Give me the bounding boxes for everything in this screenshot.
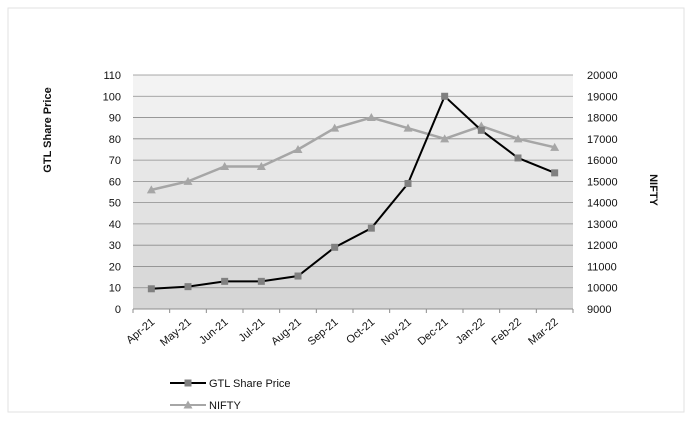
background-band (133, 245, 573, 267)
data-point (256, 161, 266, 170)
legend-label: NIFTY (209, 400, 241, 412)
left-tick-label: 80 (109, 134, 121, 146)
left-tick-label: 110 (103, 70, 121, 82)
data-point (477, 126, 485, 134)
data-point (366, 113, 376, 122)
background-band (133, 181, 573, 203)
background-band (133, 202, 573, 224)
data-point (220, 161, 230, 170)
left-tick-label: 50 (109, 198, 121, 210)
background-band (133, 75, 573, 97)
data-point (146, 185, 156, 194)
data-point (184, 283, 192, 291)
right-tick-label: 15000 (587, 176, 618, 188)
data-point (404, 179, 412, 187)
left-tick-label: 100 (103, 91, 121, 103)
left-tick-label: 60 (109, 176, 121, 188)
background-band (133, 223, 573, 246)
background-band (133, 96, 573, 118)
legend: GTL Share Price NIFTY (170, 378, 291, 412)
series-group (146, 92, 560, 293)
data-point (293, 144, 303, 153)
left-tick-label: 20 (109, 261, 121, 273)
data-point (294, 272, 302, 280)
data-point (403, 123, 413, 132)
right-tick-label: 11000 (587, 261, 617, 273)
data-point (513, 134, 523, 143)
legend-marker (184, 379, 192, 387)
data-point (550, 142, 560, 151)
right-tick-label: 19000 (587, 91, 618, 103)
data-point (183, 176, 193, 185)
background-band (133, 266, 573, 288)
data-point (331, 243, 339, 251)
left-axis-ticks: 0 10 20 30 40 50 60 70 80 90 100 110 (103, 70, 121, 316)
right-axis-label: NIFTY (647, 174, 659, 206)
right-tick-label: 20000 (587, 70, 618, 82)
plot-background (133, 75, 573, 309)
legend-label: GTL Share Price (209, 378, 291, 390)
data-point (147, 285, 155, 293)
data-point (440, 134, 450, 143)
series-line (151, 94, 556, 290)
data-point (257, 277, 265, 285)
right-tick-label: 17000 (587, 134, 618, 146)
series-line (151, 116, 555, 192)
left-axis-label: GTL Share Price (42, 87, 54, 172)
left-tick-label: 0 (115, 304, 121, 316)
left-tick-label: 70 (109, 155, 121, 167)
right-tick-label: 12000 (587, 240, 618, 252)
right-tick-label: 14000 (587, 198, 618, 210)
data-point (330, 123, 340, 132)
right-tick-label: 16000 (587, 155, 618, 167)
right-tick-label: 10000 (587, 283, 618, 295)
gridlines (132, 74, 574, 313)
left-tick-label: 90 (109, 113, 121, 125)
legend-marker (183, 400, 193, 409)
data-point (551, 169, 559, 177)
right-tick-label: 9000 (587, 304, 611, 316)
data-point (514, 154, 522, 162)
background-band (133, 138, 573, 161)
right-axis-ticks: 9000 10000 11000 12000 13000 14000 15000 16000 1… (587, 70, 618, 316)
data-point (441, 92, 449, 100)
data-point (221, 277, 229, 285)
data-point (367, 224, 375, 232)
background-band (133, 287, 573, 309)
right-tick-label: 18000 (587, 113, 618, 125)
left-tick-label: 40 (109, 219, 121, 231)
left-tick-label: 10 (109, 283, 121, 295)
right-tick-label: 13000 (587, 219, 618, 231)
left-tick-label: 30 (109, 240, 121, 252)
